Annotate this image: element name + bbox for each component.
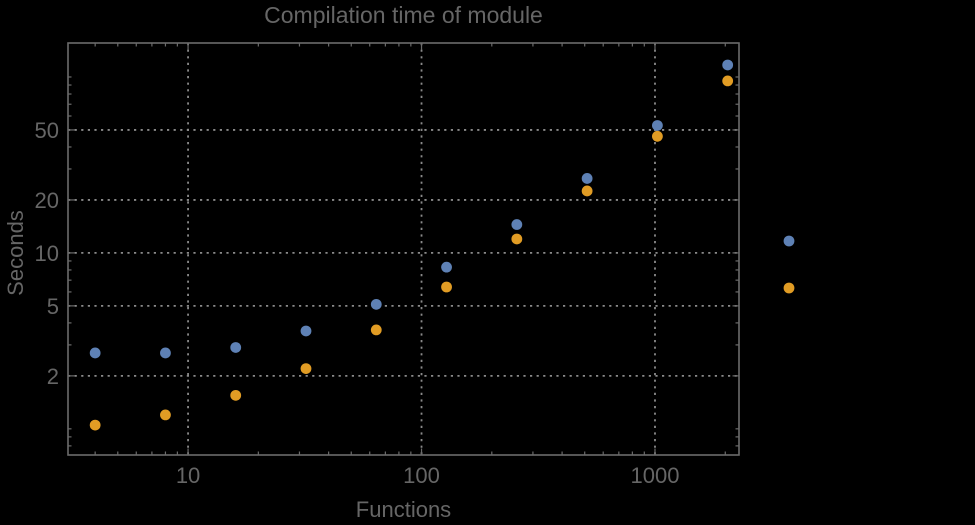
y-tick-label: 20 <box>35 188 59 213</box>
data-point-orange <box>89 419 101 431</box>
x-tick-label: 1000 <box>631 463 680 488</box>
data-point-orange <box>651 130 663 142</box>
data-point-blue <box>89 347 101 359</box>
x-tick-label: 100 <box>403 463 440 488</box>
plot-frame <box>67 42 740 456</box>
y-tick-label: 2 <box>47 364 59 389</box>
data-point-blue <box>722 59 734 71</box>
data-point-blue <box>441 261 452 273</box>
data-point-orange <box>370 324 382 336</box>
y-axis-label: Seconds <box>3 210 28 296</box>
data-point-blue <box>370 298 382 310</box>
data-point-orange <box>511 233 523 245</box>
legend-marker-blue <box>783 235 795 247</box>
x-axis-label: Functions <box>355 497 452 522</box>
y-tick-label: 50 <box>35 118 59 143</box>
data-point-blue <box>651 120 663 131</box>
data-point-blue <box>160 347 171 359</box>
y-tick-label: 5 <box>47 294 59 319</box>
data-point-orange <box>230 389 242 401</box>
y-tick-label: 10 <box>35 241 59 266</box>
data-point-orange <box>160 409 171 421</box>
data-point-orange <box>300 363 312 374</box>
data-point-blue <box>300 325 312 337</box>
data-point-orange <box>722 75 734 87</box>
legend-marker-orange <box>783 282 795 294</box>
data-point-blue <box>230 342 242 353</box>
data-point-blue <box>581 173 593 184</box>
x-tick-label: 10 <box>176 463 200 488</box>
chart-title: Compilation time of module <box>264 2 543 28</box>
data-point-blue <box>511 219 523 230</box>
data-point-orange <box>581 185 593 197</box>
data-point-orange <box>441 281 452 293</box>
